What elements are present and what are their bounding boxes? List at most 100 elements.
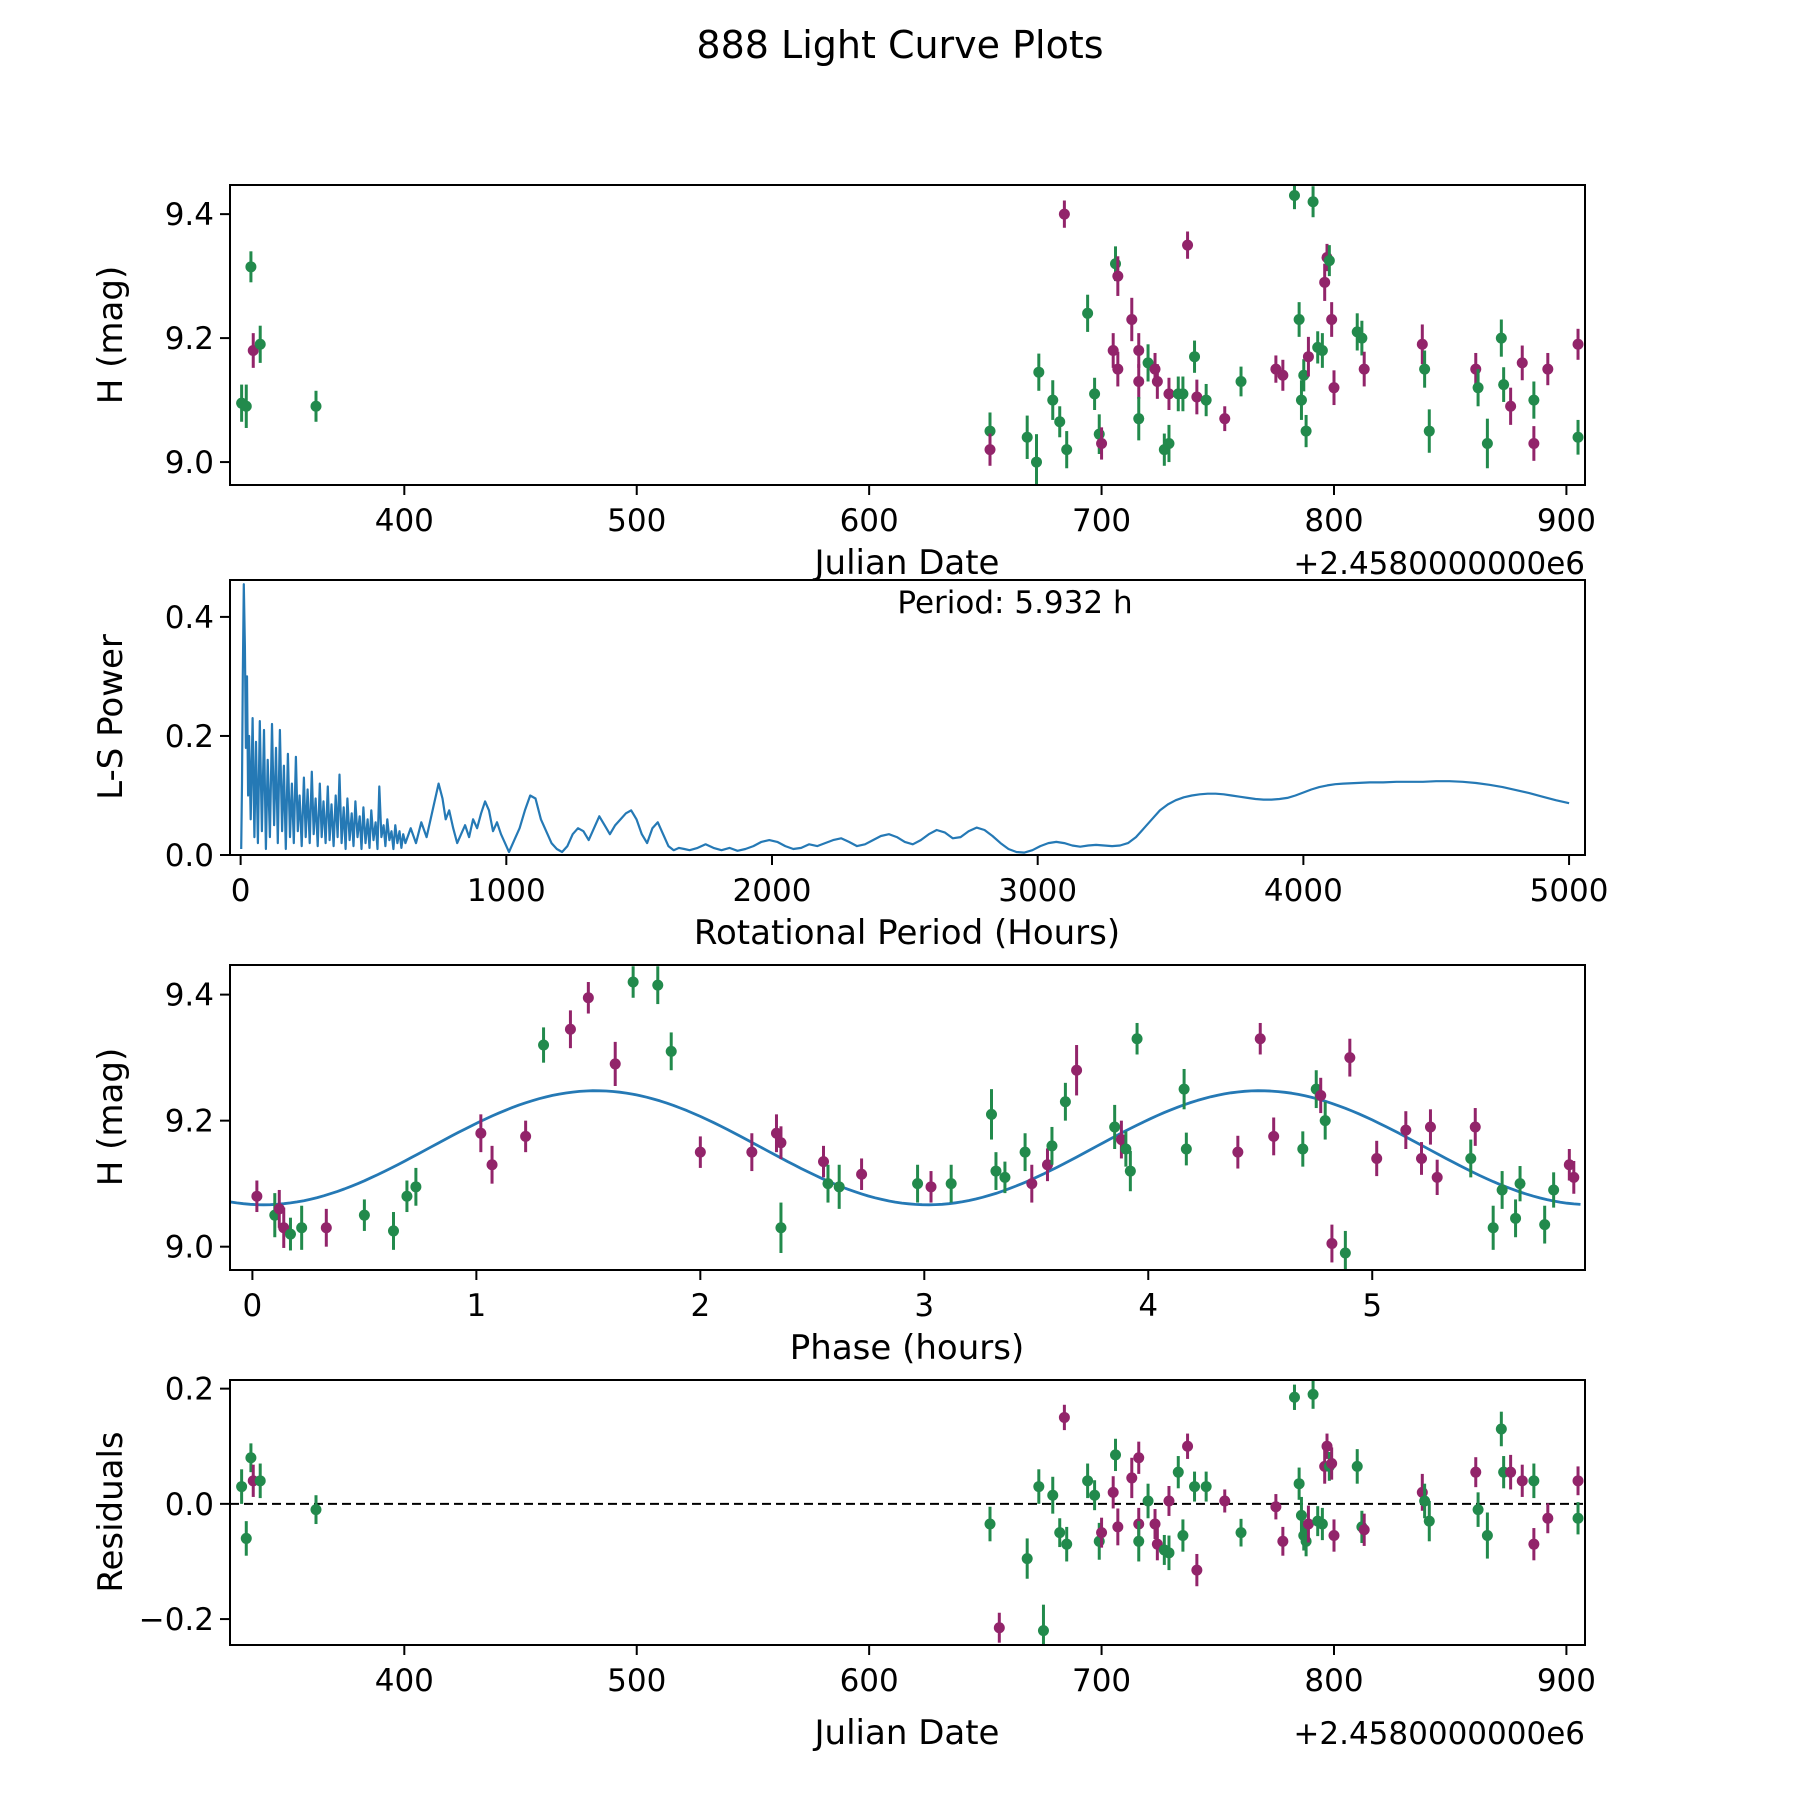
data-point [582, 992, 594, 1004]
x-tick-label: 3 [914, 1288, 934, 1324]
data-point [985, 1108, 997, 1120]
data-point [1120, 1143, 1132, 1155]
data-point [1149, 363, 1161, 375]
data-point [1302, 1518, 1314, 1530]
y-tick-label: 9.0 [165, 445, 214, 481]
data-point [1431, 1171, 1443, 1183]
data-point [1326, 1458, 1338, 1470]
data-point [1235, 1527, 1247, 1539]
data-point [1232, 1146, 1244, 1158]
data-point [236, 1481, 248, 1493]
data-point [1163, 1495, 1175, 1507]
data-point [1219, 413, 1231, 425]
data-point [1191, 1564, 1203, 1576]
data-point [1133, 413, 1145, 425]
subplot-phased: 0 1 2 3 4 5 9.0 9.2 9.4 H (mag) Phase (hours) [91, 964, 1586, 1368]
subplot-lightcurve: 400 500 600 700 800 900 9.0 9.2 9.4 H (mag) Juli… [91, 184, 1596, 583]
data-point [1472, 1504, 1484, 1516]
data-point [1219, 1495, 1231, 1507]
data-point [1149, 1518, 1161, 1530]
y-tick-label: 0.0 [165, 838, 214, 874]
data-point [1510, 1212, 1522, 1224]
data-point [1189, 1481, 1201, 1493]
period-annotation: Period: 5.932 h [897, 585, 1132, 621]
data-point [1316, 344, 1328, 356]
x-tick-label: 900 [1537, 1663, 1596, 1699]
y-tick-label: 0.2 [165, 1372, 214, 1408]
y-tick-label: 0.4 [165, 600, 214, 636]
data-point [1297, 1143, 1309, 1155]
data-point [1112, 1521, 1124, 1533]
data-point [1496, 1184, 1508, 1196]
x-axis-label: Rotational Period (Hours) [694, 913, 1120, 953]
data-point [1548, 1184, 1560, 1196]
data-point [1539, 1219, 1551, 1231]
x-tick-label: 5 [1362, 1288, 1382, 1324]
data-point [1054, 1527, 1066, 1539]
data-point [1107, 1486, 1119, 1498]
data-point [1268, 1130, 1280, 1142]
data-point [1472, 382, 1484, 394]
subplot-periodogram: 0 1000 2000 3000 4000 5000 0.0 0.2 0.4 Period: 5… [91, 579, 1609, 953]
x-tick-label: 700 [1072, 1663, 1131, 1699]
data-point [925, 1181, 937, 1193]
x-tick-label: 600 [840, 503, 899, 539]
data-point [1481, 1530, 1493, 1542]
x-tick-label: 800 [1304, 503, 1363, 539]
data-point [538, 1039, 550, 1051]
data-point [1288, 190, 1300, 202]
sinusoid-fit-curve [230, 1089, 1581, 1207]
x-tick-label: 400 [375, 1663, 434, 1699]
data-point [1054, 416, 1066, 428]
data-point [1358, 363, 1370, 375]
data-point [254, 338, 266, 350]
y-tick-label: 9.2 [165, 1104, 214, 1140]
data-point [251, 1190, 263, 1202]
data-point [401, 1190, 413, 1202]
data-point [564, 1023, 576, 1035]
data-point [1528, 437, 1540, 449]
data-point [1131, 1033, 1143, 1045]
data-point [770, 1127, 782, 1139]
x-tick-label: 3000 [998, 873, 1077, 909]
data-point [1126, 1472, 1138, 1484]
x-tick-label: 900 [1537, 503, 1596, 539]
data-point [254, 1475, 266, 1487]
x-tick-label: 600 [840, 1663, 899, 1699]
data-point [990, 1165, 1002, 1177]
data-point [1516, 1475, 1528, 1487]
data-point [1298, 369, 1310, 381]
data-point [1300, 425, 1312, 437]
data-point [1528, 394, 1540, 406]
data-point [1177, 388, 1189, 400]
axes-frame [229, 964, 1586, 1271]
data-point [1400, 1124, 1412, 1136]
data-point [694, 1146, 706, 1158]
x-tick-label: 2000 [733, 873, 812, 909]
data-point [1323, 255, 1335, 267]
x-axis-label: Julian Date [813, 543, 1000, 583]
x-tick-label: 1 [466, 1288, 486, 1324]
data-point [296, 1222, 308, 1234]
data-point [1326, 1238, 1338, 1250]
data-point [1046, 1140, 1058, 1152]
ticks-residuals: 400 500 600 700 800 900 −0.2 0.0 0.2 [139, 1372, 1596, 1699]
data-point [1469, 1121, 1481, 1133]
data-point [609, 1058, 621, 1070]
data-point [1089, 1489, 1101, 1501]
data-point [245, 261, 257, 273]
data-point [1528, 1475, 1540, 1487]
data-point [912, 1178, 924, 1190]
data-point [1172, 1466, 1184, 1478]
x-axis-label: Julian Date [813, 1713, 1000, 1753]
data-point [1096, 1527, 1108, 1539]
ticks-lightcurve: 400 500 600 700 800 900 9.0 9.2 9.4 [165, 197, 1596, 539]
ticks-periodogram: 0 1000 2000 3000 4000 5000 0.0 0.2 0.4 [165, 600, 1609, 909]
data-point [1047, 1489, 1059, 1501]
data-point [1423, 1515, 1435, 1527]
y-axis-label: L-S Power [91, 634, 131, 800]
x-tick-label: 0 [243, 1288, 263, 1324]
data-point [320, 1222, 332, 1234]
data-point [1126, 314, 1138, 326]
x-tick-label: 500 [607, 1663, 666, 1699]
